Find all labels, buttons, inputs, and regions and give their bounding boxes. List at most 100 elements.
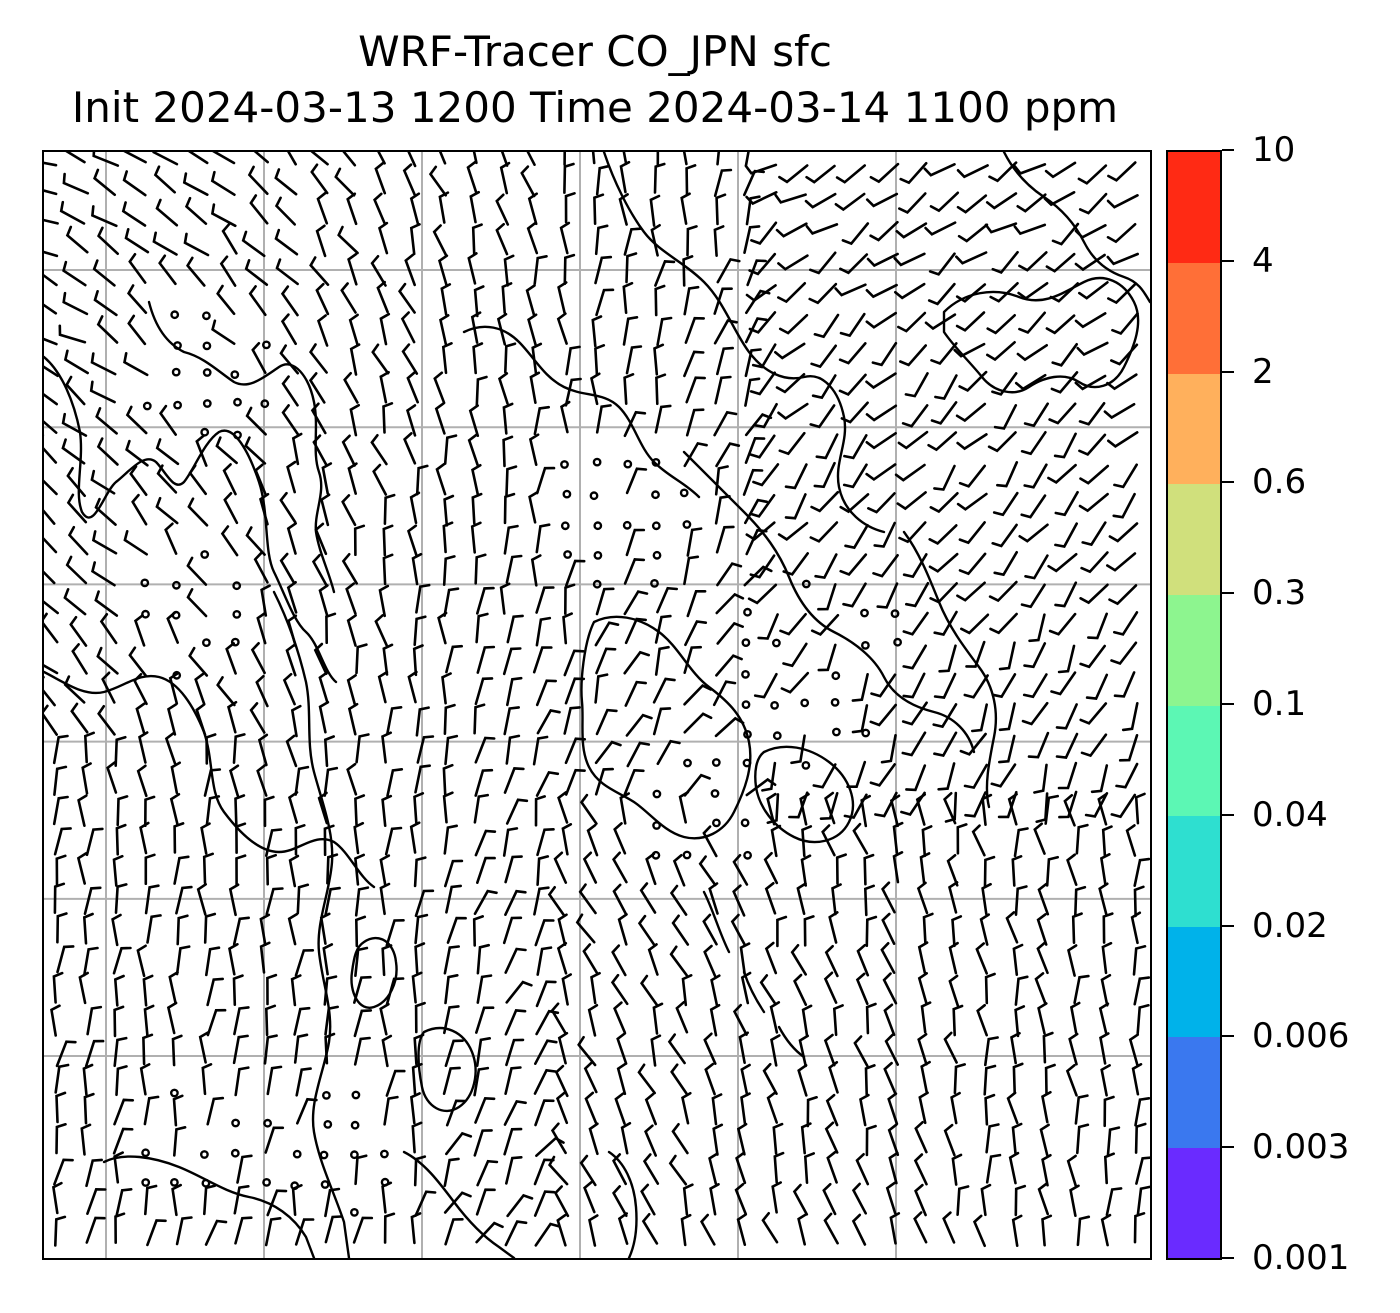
wind-barb xyxy=(188,152,209,165)
colorbar-tick-label: 0.04 xyxy=(1252,794,1328,835)
wind-barb xyxy=(280,285,299,317)
wind-barb xyxy=(470,521,482,554)
wind-barb xyxy=(354,915,367,948)
wind-barb xyxy=(444,974,459,1005)
wind-barb xyxy=(1034,972,1047,1005)
wind-barb xyxy=(221,223,238,255)
wind-barb xyxy=(656,739,681,766)
wind-barb xyxy=(824,791,836,825)
wind-barb xyxy=(985,192,1018,210)
wind-barb xyxy=(882,972,898,1005)
wind-barb xyxy=(654,260,676,287)
wind-barb xyxy=(475,1037,491,1067)
wind-barb xyxy=(415,583,431,614)
wind-barb xyxy=(797,1064,808,1097)
wind-barb xyxy=(133,614,146,647)
wind-barb xyxy=(813,461,836,489)
wind-barb xyxy=(752,463,780,487)
wind-barb xyxy=(315,282,330,316)
wind-barb xyxy=(228,943,239,976)
wind-barb xyxy=(683,645,702,674)
wind-barb xyxy=(869,162,900,184)
wind-barb xyxy=(1049,282,1079,303)
wind-barb xyxy=(381,794,393,827)
calm-circle xyxy=(772,731,782,741)
wind-barb xyxy=(641,1213,659,1245)
wind-barb xyxy=(94,497,117,526)
wind-barb xyxy=(503,524,519,555)
wind-barb xyxy=(823,1212,839,1245)
wind-barb xyxy=(476,856,496,884)
coastline-honshu-north xyxy=(602,152,886,534)
wind-barb xyxy=(385,1069,406,1097)
wind-barb xyxy=(210,203,237,228)
wind-barb xyxy=(381,1181,393,1214)
wind-barb xyxy=(318,700,330,734)
wind-barb xyxy=(1057,644,1076,674)
wind-barb xyxy=(169,793,181,826)
wind-barb xyxy=(437,254,449,288)
wind-barb xyxy=(865,283,898,299)
wind-barb xyxy=(1017,282,1049,300)
wind-barb xyxy=(475,1006,495,1034)
wind-barb xyxy=(535,679,557,707)
wind-barb xyxy=(135,702,146,736)
wind-barb xyxy=(323,766,339,797)
wind-barb xyxy=(44,337,58,346)
wind-barb xyxy=(1100,1213,1112,1247)
wind-barb xyxy=(155,198,179,227)
wind-barb xyxy=(444,1039,464,1067)
wind-barb xyxy=(410,1212,422,1245)
wind-barb xyxy=(913,1153,928,1186)
wind-barb xyxy=(504,1009,527,1036)
wind-barb xyxy=(535,616,552,647)
wind-barb xyxy=(800,854,812,887)
calm-circle xyxy=(710,789,720,798)
wind-barb xyxy=(504,947,527,974)
wind-barb xyxy=(383,1212,396,1244)
wind-barb xyxy=(616,1062,627,1096)
wind-barb xyxy=(402,163,416,196)
calm-circle xyxy=(593,550,603,560)
wind-barb xyxy=(965,640,986,668)
wind-barb xyxy=(981,882,992,916)
wind-barb xyxy=(320,493,331,527)
wind-barb xyxy=(784,463,808,490)
colorbar-tick-mark xyxy=(1222,1257,1234,1259)
wind-barb xyxy=(533,886,550,916)
wind-barb xyxy=(654,284,666,317)
wind-barb xyxy=(249,702,266,734)
wind-barb xyxy=(256,764,268,797)
wind-barb xyxy=(497,372,509,405)
wind-barb xyxy=(80,1123,92,1156)
wind-barb xyxy=(744,413,773,437)
wind-barb xyxy=(1080,733,1108,758)
wind-barb xyxy=(168,971,179,1004)
wind-barb xyxy=(279,491,297,524)
wind-barb xyxy=(923,163,956,177)
wind-barb xyxy=(561,823,573,856)
wind-barb xyxy=(152,231,178,256)
wind-barb xyxy=(702,913,718,946)
wind-barb xyxy=(234,1216,253,1245)
wind-barb xyxy=(1074,885,1087,917)
wind-barb xyxy=(556,1213,567,1247)
calm-circle xyxy=(650,578,659,588)
wind-barb xyxy=(232,1034,249,1065)
wind-barb xyxy=(472,915,484,947)
wind-barb xyxy=(236,1154,253,1184)
wind-barb xyxy=(776,915,788,948)
wind-barb xyxy=(703,944,717,978)
wind-barb xyxy=(652,1002,664,1035)
wind-barb xyxy=(1108,522,1139,543)
wind-barb xyxy=(123,352,149,377)
wind-barb xyxy=(1108,584,1138,606)
wind-barb xyxy=(797,1212,808,1246)
wind-barb xyxy=(759,974,777,1006)
wind-barb xyxy=(295,1067,312,1097)
coastline-honshu-east xyxy=(902,530,998,809)
wind-barb xyxy=(865,404,898,422)
wind-barb xyxy=(128,253,147,284)
wind-barb xyxy=(532,735,549,766)
wind-barb xyxy=(326,853,339,885)
